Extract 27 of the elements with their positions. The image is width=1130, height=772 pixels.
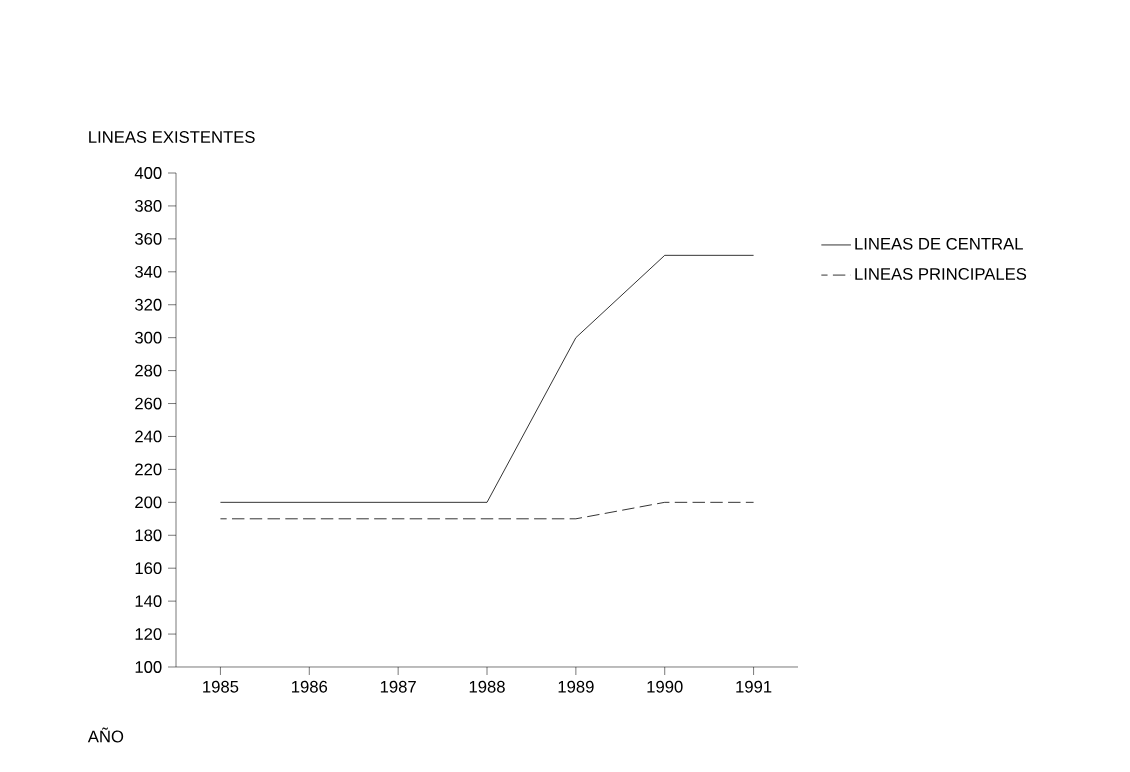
y-tick-label: 400 [134,167,162,179]
y-tick-label: 280 [135,364,162,377]
x-tick-label: 1990 [647,680,683,693]
legend-label: LINEAS PRINCIPALES [855,268,1027,280]
y-tick-label: 340 [135,265,162,278]
y-tick-label: 320 [135,298,162,311]
legend-label: LINEAS DE CENTRAL [855,237,1023,250]
y-tick-label: 200 [135,496,162,509]
y-tick-label: 260 [135,397,162,410]
y-tick-label: 220 [135,463,162,476]
x-axis-title: AÑO [87,727,124,743]
x-tick-label: 1989 [558,680,594,693]
y-tick-label: 300 [135,331,162,344]
y-tick-label: 380 [135,200,162,212]
y-axis-title: LINEAS EXISTENTES [89,131,255,143]
x-tick-label: 1987 [380,680,416,693]
x-tick-label: 1985 [203,680,239,693]
x-tick-label: 1991 [736,680,772,693]
y-tick-label: 240 [135,430,162,443]
x-tick-label: 1986 [292,680,328,693]
y-tick-label: 120 [135,628,162,640]
x-tick-label: 1988 [469,680,505,693]
y-tick-label: 360 [135,232,162,245]
y-tick-label: 160 [135,562,162,575]
y-tick-label: 140 [135,595,162,608]
y-tick-label: 100 [135,661,162,673]
y-tick-label: 180 [135,529,162,542]
